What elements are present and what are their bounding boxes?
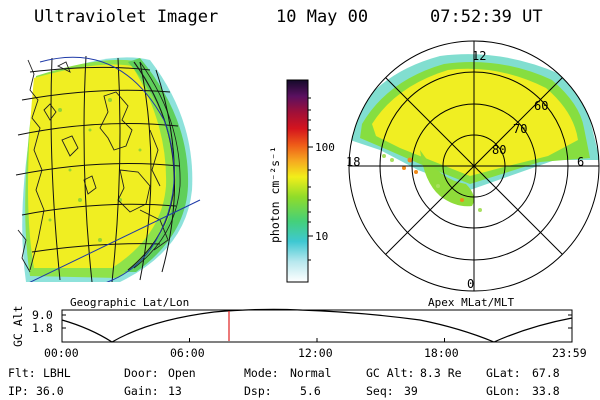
time-tick-1800: 18:00 (424, 346, 459, 360)
altitude-ytick-9: 9.0 (32, 308, 53, 322)
seq-label: Seq: (366, 384, 394, 398)
right-panel-label: Apex MLat/MLT (428, 296, 515, 309)
time-tick-1200: 12:00 (298, 346, 333, 360)
door-label: Door: (124, 366, 159, 380)
mlt-label-12: 12 (472, 49, 486, 63)
mlt-label-6: 6 (577, 155, 584, 169)
seq-value: 39 (404, 384, 418, 398)
mlt-label-18: 18 (346, 155, 360, 169)
colorbar-tick-100: 100 (315, 141, 335, 154)
left-panel-label: Geographic Lat/Lon (70, 296, 190, 309)
ip-label: IP: (8, 384, 29, 398)
time-tick-0000: 00:00 (44, 346, 79, 360)
glat-label: GLat: (486, 366, 521, 380)
glon-value: 33.8 (532, 384, 560, 398)
lat-label-70: 70 (513, 122, 527, 136)
dsp-label: Dsp: (244, 384, 272, 398)
polar-grid (348, 40, 600, 292)
gcalt-value: 8.3 Re (420, 366, 462, 380)
gcalt-label: GC Alt: (366, 366, 415, 380)
altitude-ytick-1.8: 1.8 (32, 321, 53, 335)
time-tick-2359: 23:59 (552, 346, 587, 360)
altitude-ylabel: GC Alt (11, 305, 25, 347)
flt-label: Flt: (8, 366, 36, 380)
colorbar-label: photon cm⁻²s⁻¹ (268, 146, 282, 243)
geographic-image (15, 55, 201, 282)
gain-value: 13 (168, 384, 182, 398)
lat-label-80: 80 (492, 143, 506, 157)
header-date: 10 May 00 (276, 7, 369, 27)
door-value: Open (168, 366, 196, 380)
gain-label: Gain: (124, 384, 159, 398)
dsp-value: 5.6 (300, 384, 321, 398)
colorbar-tick-10: 10 (315, 230, 328, 243)
altitude-curve (61, 308, 573, 343)
lat-label-60: 60 (534, 99, 548, 113)
colorbar (286, 79, 309, 283)
mode-value: Normal (290, 366, 332, 380)
flt-value: LBHL (43, 366, 71, 380)
mode-label: Mode: (244, 366, 279, 380)
mlt-label-0: 0 (467, 277, 474, 291)
app-title: Ultraviolet Imager (34, 7, 219, 27)
glon-label: GLon: (486, 384, 521, 398)
glat-value: 67.8 (532, 366, 560, 380)
header-time: 07:52:39 UT (430, 7, 543, 27)
altitude-plot-frame (61, 309, 573, 343)
ip-value: 36.0 (36, 384, 64, 398)
time-tick-0600: 06:00 (170, 346, 205, 360)
